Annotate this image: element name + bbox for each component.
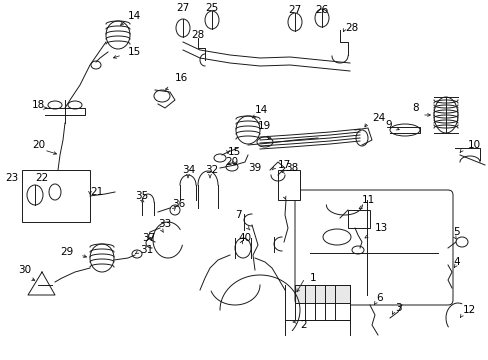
Text: 8: 8 <box>411 103 418 113</box>
Text: 2: 2 <box>299 320 306 330</box>
Text: 24: 24 <box>371 113 385 123</box>
Text: 34: 34 <box>182 165 195 175</box>
Text: 7: 7 <box>235 210 241 220</box>
Text: 9: 9 <box>384 120 391 130</box>
Text: 27: 27 <box>288 5 301 15</box>
Text: 5: 5 <box>452 227 459 237</box>
Text: 22: 22 <box>35 173 48 183</box>
Bar <box>347 210 369 228</box>
Text: 13: 13 <box>374 223 387 233</box>
Text: 4: 4 <box>452 257 459 267</box>
Text: 18: 18 <box>32 100 45 110</box>
Text: 20: 20 <box>224 157 238 167</box>
Text: 33: 33 <box>158 219 171 229</box>
Text: 30: 30 <box>18 265 31 275</box>
Text: 38: 38 <box>285 163 298 173</box>
Bar <box>22 170 90 222</box>
Text: 15: 15 <box>128 47 141 57</box>
Text: 40: 40 <box>238 233 251 243</box>
Text: 28: 28 <box>191 30 204 40</box>
Bar <box>294 285 349 303</box>
Text: 19: 19 <box>258 121 271 131</box>
Text: 17: 17 <box>278 160 291 170</box>
Text: 36: 36 <box>172 199 185 209</box>
Text: 28: 28 <box>345 23 358 33</box>
Text: 16: 16 <box>175 73 188 83</box>
Text: 31: 31 <box>140 245 153 255</box>
Text: 37: 37 <box>142 233 155 243</box>
Text: 15: 15 <box>227 147 241 157</box>
Text: 23: 23 <box>5 173 18 183</box>
Text: 25: 25 <box>205 3 218 13</box>
Text: 14: 14 <box>254 105 268 115</box>
Text: 39: 39 <box>247 163 261 173</box>
Text: 20: 20 <box>32 140 45 150</box>
Text: 35: 35 <box>135 191 148 201</box>
Text: 21: 21 <box>90 187 103 197</box>
Text: 27: 27 <box>176 3 189 13</box>
Bar <box>294 285 349 320</box>
Text: 6: 6 <box>375 293 382 303</box>
Text: 14: 14 <box>128 11 141 21</box>
FancyBboxPatch shape <box>294 190 452 305</box>
Text: 32: 32 <box>204 165 218 175</box>
Text: 29: 29 <box>60 247 73 257</box>
Bar <box>278 170 299 200</box>
Text: 1: 1 <box>309 273 316 283</box>
Text: 12: 12 <box>462 305 475 315</box>
Text: 11: 11 <box>361 195 374 205</box>
Text: 10: 10 <box>467 140 480 150</box>
Text: 26: 26 <box>315 5 328 15</box>
Text: 3: 3 <box>394 303 401 313</box>
